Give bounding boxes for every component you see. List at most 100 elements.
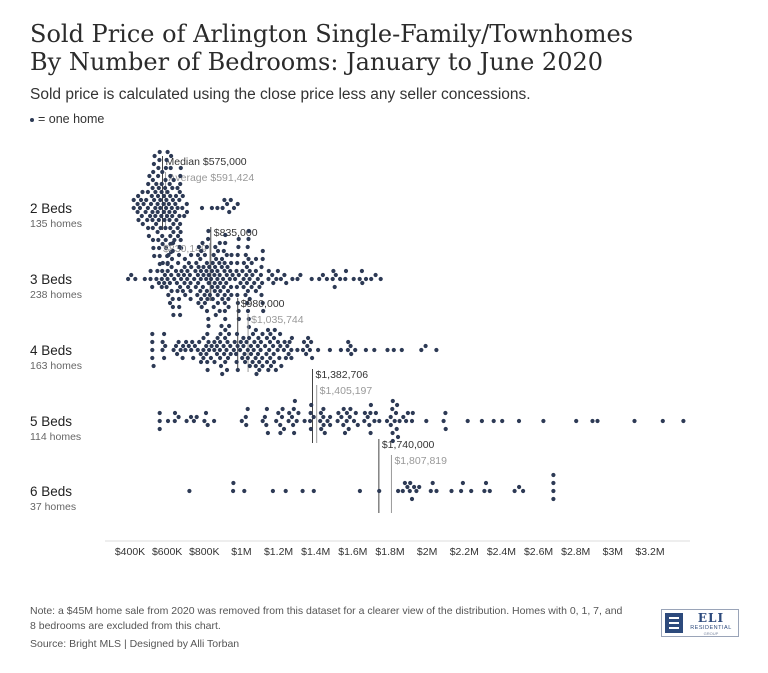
home-dot [186, 284, 191, 290]
home-dot [221, 248, 226, 254]
home-dot [373, 272, 378, 278]
home-dot [212, 347, 217, 353]
home-dot [198, 359, 204, 365]
home-dot [211, 304, 216, 310]
home-dot [368, 430, 373, 436]
home-dot [189, 252, 194, 258]
home-dot [385, 347, 390, 353]
home-dot [175, 288, 180, 294]
home-dot [263, 343, 268, 349]
home-dot [491, 418, 496, 424]
home-dot [351, 276, 356, 282]
home-dot [155, 209, 160, 215]
home-dot [178, 237, 183, 243]
home-dot [262, 414, 267, 420]
home-dot [168, 225, 173, 231]
median-label: $1,740,000 [382, 439, 435, 451]
home-dot [161, 193, 166, 199]
home-dot [200, 284, 205, 290]
home-dot [157, 410, 162, 416]
home-dot [162, 272, 167, 278]
home-dot [172, 418, 177, 424]
home-dot [285, 343, 290, 349]
home-dot [248, 343, 253, 349]
home-dot [159, 213, 164, 219]
home-dot [182, 213, 187, 219]
home-dot [177, 213, 182, 219]
home-dot [207, 292, 212, 298]
home-dot [207, 347, 212, 353]
home-dot [158, 197, 163, 203]
home-dot [155, 268, 160, 274]
home-dot [253, 288, 258, 294]
home-dot [278, 343, 283, 349]
home-dot [512, 488, 517, 494]
home-dot [175, 225, 180, 231]
home-dot [180, 355, 185, 361]
home-dot [225, 264, 230, 270]
home-dot [154, 181, 159, 187]
home-dot [590, 418, 595, 424]
home-dot [362, 410, 367, 416]
home-dot [309, 402, 314, 408]
legend-dot-icon [30, 117, 34, 122]
home-dot [412, 484, 417, 490]
home-dot [143, 209, 148, 215]
home-dot [160, 339, 165, 345]
home-dot [274, 276, 279, 282]
home-dot [138, 197, 144, 203]
home-dot [188, 414, 194, 420]
home-dot [175, 205, 180, 211]
home-dot [160, 268, 165, 274]
home-dot [681, 418, 686, 424]
home-dot [231, 480, 236, 486]
home-dot [167, 181, 172, 187]
home-dot [160, 260, 165, 266]
home-dot [202, 292, 207, 298]
home-dot [242, 351, 247, 357]
logo-subtext: RESIDENTIAL [690, 625, 732, 631]
home-dot [206, 323, 211, 329]
home-dot [198, 351, 203, 357]
home-dot [228, 351, 233, 357]
home-dot [184, 418, 189, 424]
home-dot [239, 418, 244, 424]
row-count-6-beds: 37 homes [30, 501, 76, 513]
home-dot [165, 418, 171, 424]
home-dot [159, 189, 164, 195]
home-dot [330, 276, 335, 282]
home-dot [479, 418, 484, 424]
home-dot [268, 331, 273, 337]
home-dot [155, 229, 160, 235]
home-dot [221, 284, 226, 290]
row-label-4-beds: 4 Beds [30, 343, 72, 358]
home-dot [224, 280, 229, 286]
home-dot [245, 355, 250, 361]
home-dot [212, 272, 217, 278]
home-dot [246, 228, 251, 234]
home-dot [193, 284, 198, 290]
home-dot [344, 410, 349, 416]
home-dot [252, 280, 257, 286]
x-tick-label: $1M [231, 546, 251, 558]
home-dot [221, 276, 226, 282]
home-dot [147, 173, 152, 179]
home-dot [217, 308, 222, 314]
home-dot [405, 484, 410, 490]
home-dot [272, 327, 277, 333]
home-dot [195, 292, 200, 298]
home-dot [170, 213, 175, 219]
home-dot [222, 308, 227, 314]
home-dot [206, 280, 211, 286]
home-dot [148, 201, 154, 207]
home-dot [165, 213, 170, 219]
home-dot [183, 347, 188, 353]
title-line-1: Sold Price of Arlington Single-Family/To… [30, 20, 634, 48]
home-dot [209, 205, 214, 211]
home-dot [159, 276, 164, 282]
home-dot [191, 418, 196, 424]
home-dot [204, 288, 209, 294]
home-dot [243, 252, 248, 258]
home-dot [277, 355, 282, 361]
home-dot [168, 165, 173, 171]
